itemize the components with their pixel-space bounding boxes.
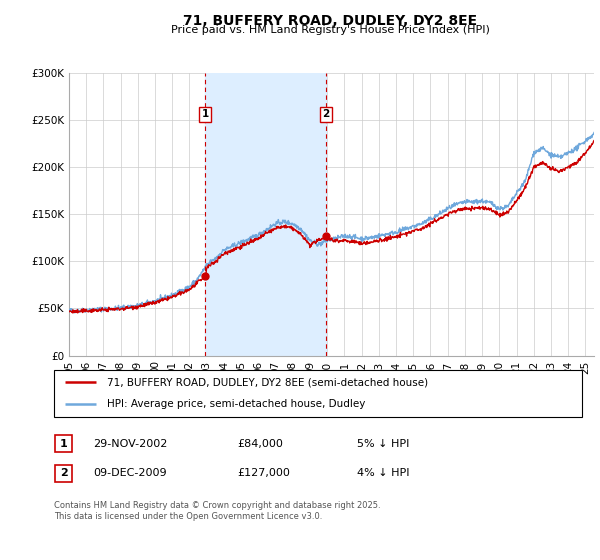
Text: 29-NOV-2002: 29-NOV-2002 xyxy=(93,438,167,449)
Text: 5% ↓ HPI: 5% ↓ HPI xyxy=(357,438,409,449)
Text: 1: 1 xyxy=(60,438,67,449)
Text: Contains HM Land Registry data © Crown copyright and database right 2025.
This d: Contains HM Land Registry data © Crown c… xyxy=(54,501,380,521)
Text: Price paid vs. HM Land Registry's House Price Index (HPI): Price paid vs. HM Land Registry's House … xyxy=(170,25,490,35)
Text: £127,000: £127,000 xyxy=(237,468,290,478)
Text: 71, BUFFERY ROAD, DUDLEY, DY2 8EE: 71, BUFFERY ROAD, DUDLEY, DY2 8EE xyxy=(183,14,477,28)
Text: 1: 1 xyxy=(202,109,209,119)
Text: HPI: Average price, semi-detached house, Dudley: HPI: Average price, semi-detached house,… xyxy=(107,399,365,409)
Text: £84,000: £84,000 xyxy=(237,438,283,449)
Text: 2: 2 xyxy=(60,468,67,478)
Bar xyxy=(205,73,326,356)
Text: 71, BUFFERY ROAD, DUDLEY, DY2 8EE (semi-detached house): 71, BUFFERY ROAD, DUDLEY, DY2 8EE (semi-… xyxy=(107,377,428,388)
Text: 2: 2 xyxy=(323,109,330,119)
Text: 4% ↓ HPI: 4% ↓ HPI xyxy=(357,468,409,478)
Text: 09-DEC-2009: 09-DEC-2009 xyxy=(93,468,167,478)
